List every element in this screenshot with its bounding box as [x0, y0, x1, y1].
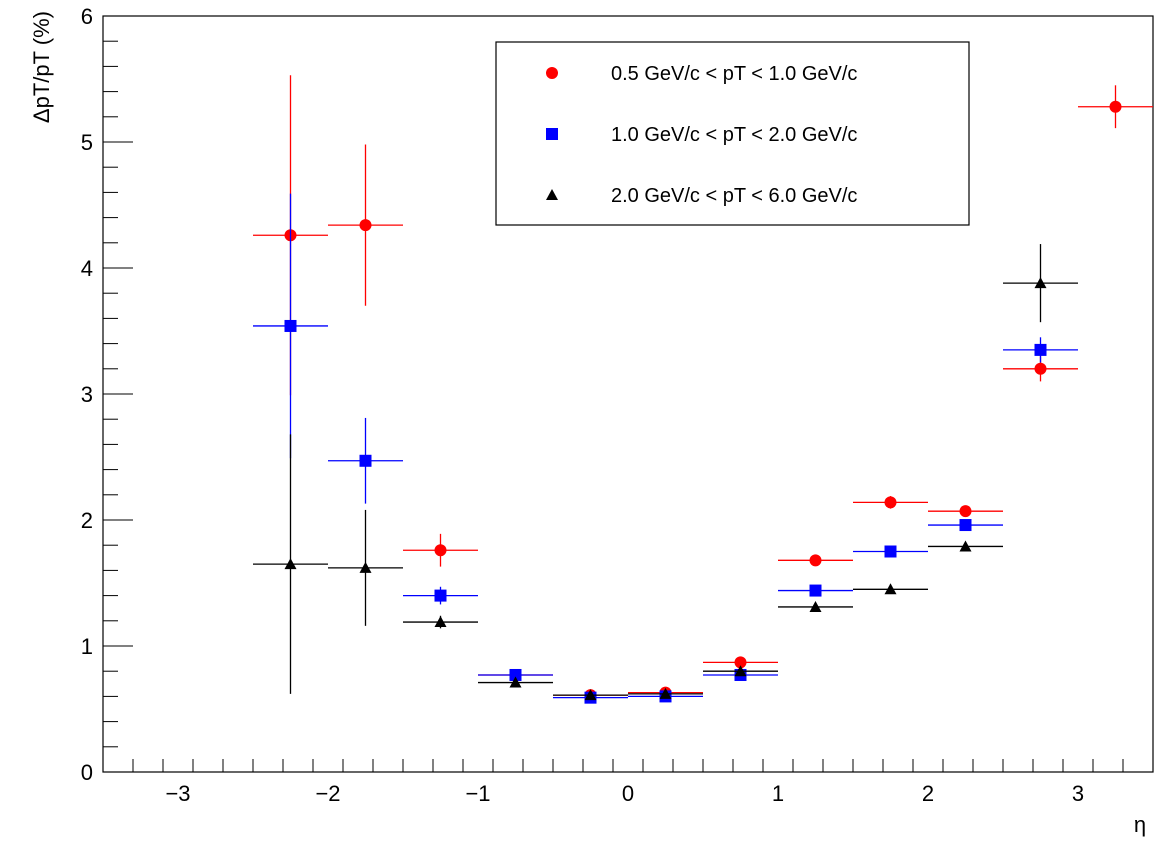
data-point	[659, 687, 672, 699]
data-point	[734, 665, 747, 677]
data-point	[359, 561, 372, 573]
data-point	[809, 600, 822, 612]
data-point	[884, 583, 897, 595]
series-3	[253, 244, 1078, 701]
data-point	[1109, 100, 1122, 113]
data-point	[1034, 277, 1047, 289]
data-point	[959, 540, 972, 552]
data-point	[584, 689, 597, 701]
legend-marker	[546, 67, 558, 79]
legend-box	[495, 41, 970, 226]
y-tick-label: 5	[81, 130, 93, 155]
legend-marker	[546, 189, 558, 200]
data-point	[509, 676, 522, 688]
data-point	[884, 496, 897, 509]
legend-label: 0.5 GeV/c < pT < 1.0 GeV/c	[611, 63, 857, 85]
data-point	[359, 454, 372, 467]
y-tick-label: 3	[81, 382, 93, 407]
data-point	[1034, 362, 1047, 375]
data-point	[1034, 343, 1047, 356]
x-tick-label: 2	[922, 781, 934, 806]
data-point	[284, 319, 297, 332]
data-point	[434, 616, 447, 628]
x-tick-label: −1	[465, 781, 490, 806]
data-point	[959, 519, 972, 532]
y-axis-title: ΔpT/pT (%)	[29, 11, 54, 123]
x-tick-label: −3	[165, 781, 190, 806]
y-tick-label: 4	[81, 256, 93, 281]
legend-label: 2.0 GeV/c < pT < 6.0 GeV/c	[611, 185, 857, 207]
data-point	[434, 544, 447, 557]
x-tick-label: −2	[315, 781, 340, 806]
data-point	[284, 558, 297, 570]
legend-label: 1.0 GeV/c < pT < 2.0 GeV/c	[611, 124, 857, 146]
data-point	[509, 668, 522, 681]
data-point	[434, 589, 447, 602]
y-tick-label: 0	[81, 760, 93, 785]
data-point	[734, 656, 747, 669]
series-group	[253, 75, 1153, 704]
data-point	[809, 554, 822, 567]
data-point	[884, 545, 897, 558]
y-tick-label: 2	[81, 508, 93, 533]
x-axis-title: η	[1134, 812, 1146, 837]
legend: 0.5 GeV/c < pT < 1.0 GeV/c 1.0 GeV/c < pT…	[495, 41, 970, 226]
y-tick-label: 6	[81, 4, 93, 29]
x-tick-label: 3	[1072, 781, 1084, 806]
axis-ticks-group: −3 −2 −1 0 1 2 3 0 1 2 3 4 5 6	[81, 4, 1154, 806]
y-tick-label: 1	[81, 634, 93, 659]
x-tick-label: 1	[772, 781, 784, 806]
legend-marker	[546, 128, 558, 140]
data-point	[359, 219, 372, 232]
data-point	[809, 584, 822, 597]
x-tick-label: 0	[622, 781, 634, 806]
data-point	[959, 505, 972, 518]
